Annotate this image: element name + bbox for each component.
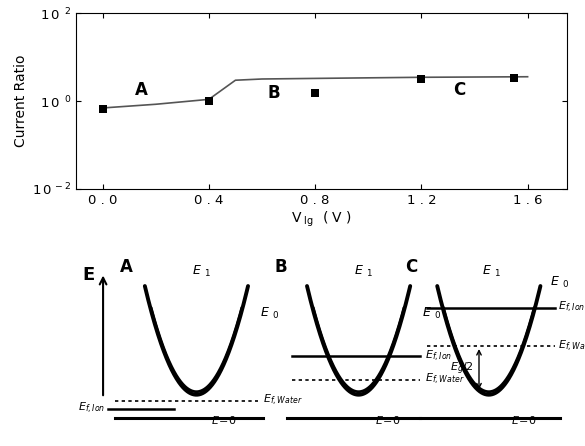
Text: E: E	[82, 266, 94, 284]
Text: C: C	[405, 258, 418, 276]
Y-axis label: Current Ratio: Current Ratio	[14, 55, 28, 148]
Text: $E_{f,Ion}$: $E_{f,Ion}$	[558, 300, 585, 315]
Text: B: B	[275, 258, 287, 276]
Text: $E_g/2$: $E_g/2$	[450, 361, 474, 377]
Text: $E\ _1$: $E\ _1$	[354, 264, 373, 279]
Text: $E\ _0$: $E\ _0$	[260, 306, 280, 321]
Text: $E\!=\!0$: $E\!=\!0$	[511, 414, 536, 426]
Text: $E_{f,Water}$: $E_{f,Water}$	[263, 393, 302, 408]
Text: $E\ _1$: $E\ _1$	[192, 264, 211, 279]
Text: $E_{f,Ion}$: $E_{f,Ion}$	[425, 349, 452, 364]
Text: C: C	[453, 81, 466, 99]
Text: $E\!=\!0$: $E\!=\!0$	[376, 414, 401, 426]
Text: A: A	[120, 258, 133, 276]
Text: $E_{f,Water}$: $E_{f,Water}$	[425, 372, 464, 387]
Text: $E\ _0$: $E\ _0$	[422, 306, 442, 321]
X-axis label: $\mathrm{V_{\ lg}\ \ (\ V\ )}$: $\mathrm{V_{\ lg}\ \ (\ V\ )}$	[291, 210, 352, 229]
Text: $E\ _1$: $E\ _1$	[482, 264, 501, 279]
Text: $E_{f,Water}$: $E_{f,Water}$	[558, 339, 585, 354]
Text: $E\ _0$: $E\ _0$	[550, 275, 569, 290]
Text: B: B	[267, 84, 280, 103]
Text: A: A	[135, 81, 147, 99]
Text: $E\!=\!0$: $E\!=\!0$	[211, 414, 236, 426]
Text: $E_{f,Ion}$: $E_{f,Ion}$	[78, 401, 105, 417]
